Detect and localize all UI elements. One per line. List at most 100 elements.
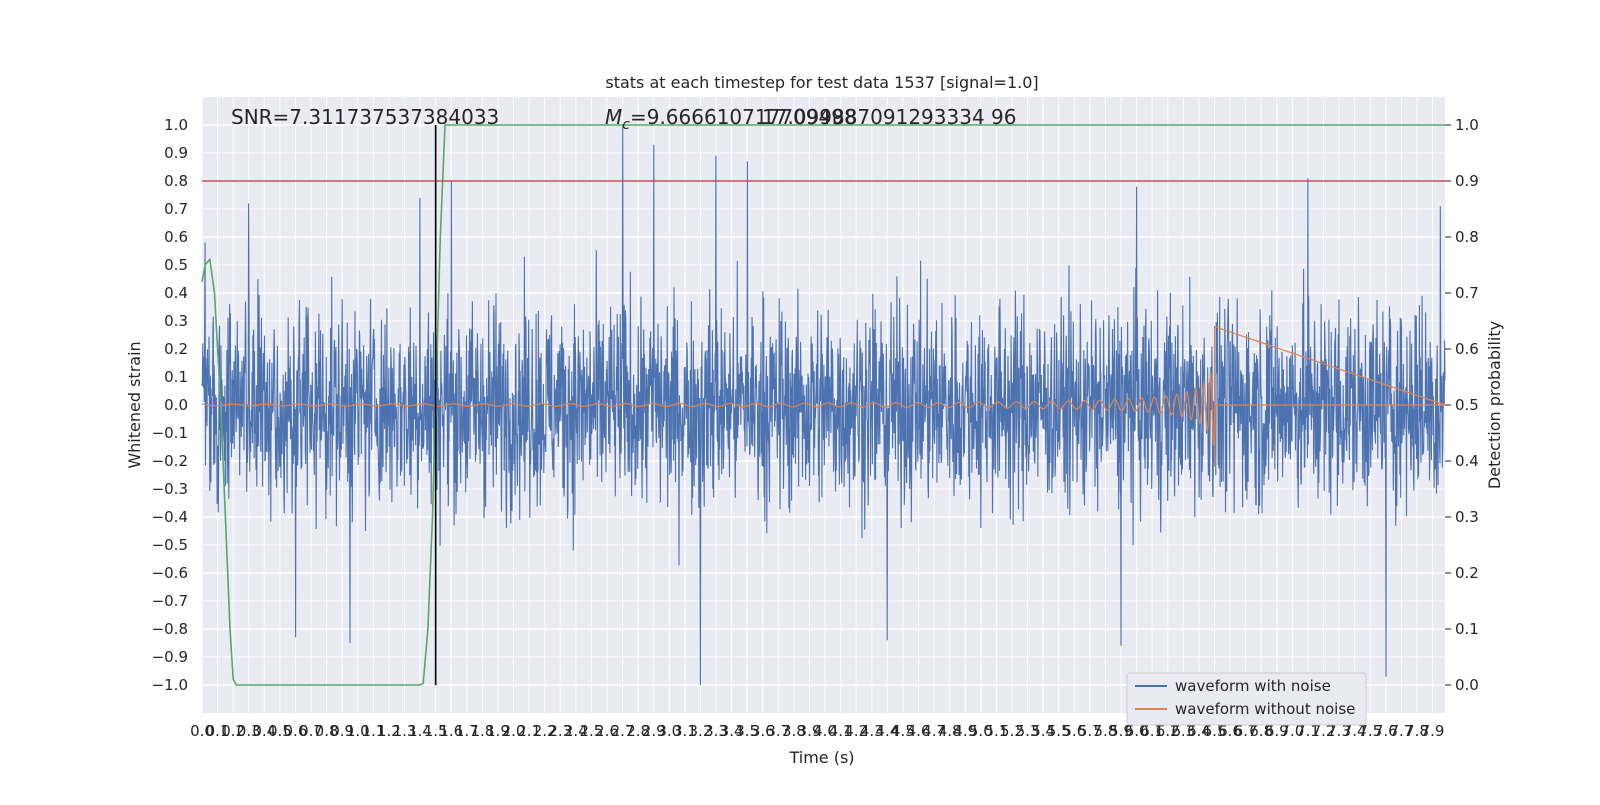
x-tick-label-24: 2.4 [564, 722, 588, 740]
x-tick-label-69: 6.9 [1265, 722, 1289, 740]
y-axis-label: Whitened strain [125, 341, 144, 468]
x-tick-label-19: 1.9 [486, 722, 510, 740]
x-tick-label-17: 1.7 [455, 722, 479, 740]
x-tick-label-60: 6.0 [1125, 722, 1149, 740]
x-tick-label-30: 3.0 [657, 722, 681, 740]
x-tick-label-12: 1.2 [377, 722, 401, 740]
x-tick-label-65: 6.5 [1203, 722, 1227, 740]
x-tick-label-31: 3.1 [673, 722, 697, 740]
y-tick-label-19: 0.9 [164, 144, 188, 162]
x-tick-label-68: 6.8 [1249, 722, 1273, 740]
y-tick-label-3: −0.7 [152, 592, 188, 610]
x-tick-label-63: 6.3 [1171, 722, 1195, 740]
markers [202, 125, 1445, 685]
y2-axis-label: Detection probability [1485, 321, 1504, 489]
x-tick-label-46: 4.6 [907, 722, 931, 740]
y2-tick-label-4: 0.4 [1455, 452, 1479, 470]
x-tick-label-49: 4.9 [953, 722, 977, 740]
x-tick-label-29: 2.9 [642, 722, 666, 740]
y-tick-label-16: 0.6 [164, 228, 188, 246]
x-tick-label-37: 3.7 [766, 722, 790, 740]
x-tick-label-38: 3.8 [782, 722, 806, 740]
y-tick-labels: −1.0 −0.9 −0.8 −0.7 −0.6 −0.5 −0.4 −0.3 −0.2 −0.1… [152, 116, 188, 694]
y2-tick-label-9: 0.9 [1455, 172, 1479, 190]
x-tick-label-53: 5.3 [1016, 722, 1040, 740]
y2-tick-label-10: 1.0 [1455, 116, 1479, 134]
x-tick-label-76: 7.6 [1374, 722, 1398, 740]
x-tick-label-45: 4.5 [891, 722, 915, 740]
x-tick-label-67: 6.7 [1234, 722, 1258, 740]
y-tick-label-4: −0.6 [152, 564, 188, 582]
mc-annotation: Mc=9.666610717709498 [605, 105, 857, 133]
x-tick-label-57: 5.7 [1078, 722, 1102, 740]
noise-waveform-line [201, 124, 1446, 686]
x-tick-label-7: 0.7 [299, 722, 323, 740]
x-tick-label-28: 2.8 [626, 722, 650, 740]
x-tick-label-32: 3.2 [689, 722, 713, 740]
x-tick-label-39: 3.9 [798, 722, 822, 740]
x-tick-label-64: 6.4 [1187, 722, 1211, 740]
x-tick-label-50: 5.0 [969, 722, 993, 740]
x-tick-label-2: 0.2 [221, 722, 245, 740]
y-tick-label-7: −0.3 [152, 480, 188, 498]
x-tick-label-40: 4.0 [813, 722, 837, 740]
x-tick-label-0: 0.0 [190, 722, 214, 740]
x-tick-label-55: 5.5 [1047, 722, 1071, 740]
y2-tick-label-7: 0.7 [1455, 284, 1479, 302]
x-tick-label-23: 2.3 [548, 722, 572, 740]
y-tick-label-18: 0.8 [164, 172, 188, 190]
y-tick-label-14: 0.4 [164, 284, 188, 302]
x-tick-label-14: 1.4 [408, 722, 432, 740]
x-tick-label-71: 7.1 [1296, 722, 1320, 740]
chart-title: stats at each timestep for test data 153… [605, 73, 1038, 92]
series-detection-probability [201, 124, 1445, 686]
x-tick-label-61: 6.1 [1140, 722, 1164, 740]
legend-label-clean: waveform without noise [1175, 700, 1355, 718]
x-tick-label-47: 4.7 [922, 722, 946, 740]
x-tick-label-79: 7.9 [1421, 722, 1445, 740]
x-tick-label-70: 7.0 [1280, 722, 1304, 740]
x-tick-label-9: 0.9 [330, 722, 354, 740]
x-tick-label-72: 7.2 [1312, 722, 1336, 740]
x-tick-label-11: 1.1 [361, 722, 385, 740]
y-tick-label-11: 0.1 [164, 368, 188, 386]
detection-probability-line [201, 124, 1445, 686]
x-tick-label-22: 2.2 [533, 722, 557, 740]
y-tick-label-13: 0.3 [164, 312, 188, 330]
x-tick-label-36: 3.6 [751, 722, 775, 740]
y2-tick-label-8: 0.8 [1455, 228, 1479, 246]
y-tick-label-6: −0.4 [152, 508, 188, 526]
x-tick-label-33: 3.3 [704, 722, 728, 740]
legend-label-noise: waveform with noise [1175, 677, 1331, 695]
x-tick-label-1: 0.1 [206, 722, 230, 740]
x-tick-label-20: 2.0 [502, 722, 526, 740]
y2-tick-label-2: 0.2 [1455, 564, 1479, 582]
y-tick-label-10: 0.0 [164, 396, 188, 414]
x-tick-label-52: 5.2 [1000, 722, 1024, 740]
x-tick-label-25: 2.5 [579, 722, 603, 740]
x-tick-label-66: 6.6 [1218, 722, 1242, 740]
y-tick-label-1: −0.9 [152, 648, 188, 666]
x-tick-label-41: 4.1 [829, 722, 853, 740]
x-tick-label-34: 3.4 [720, 722, 744, 740]
x-tick-label-44: 4.4 [875, 722, 899, 740]
y-tick-label-8: −0.2 [152, 452, 188, 470]
snr-annotation: SNR=7.311737537384033 [231, 105, 499, 129]
x-tick-label-75: 7.5 [1358, 722, 1382, 740]
x-tick-label-51: 5.1 [984, 722, 1008, 740]
x-tick-label-16: 1.6 [439, 722, 463, 740]
x-tick-labels: 0.00.10.20.30.40.50.60.70.80.91.01.11.21… [190, 722, 1444, 740]
y2-tick-labels: 0.0 0.1 0.2 0.3 0.4 0.5 0.6 0.7 0.8 0.9 1.0 [1445, 116, 1479, 694]
x-tick-label-62: 6.2 [1156, 722, 1180, 740]
y2-tick-label-6: 0.6 [1455, 340, 1479, 358]
x-tick-label-15: 1.5 [424, 722, 448, 740]
y-tick-label-20: 1.0 [164, 116, 188, 134]
x-tick-label-56: 5.6 [1062, 722, 1086, 740]
x-tick-label-59: 5.9 [1109, 722, 1133, 740]
x-tick-label-4: 0.4 [252, 722, 276, 740]
x-tick-label-8: 0.8 [315, 722, 339, 740]
y-tick-label-9: −0.1 [152, 424, 188, 442]
x-tick-label-73: 7.3 [1327, 722, 1351, 740]
x-tick-label-6: 0.6 [284, 722, 308, 740]
